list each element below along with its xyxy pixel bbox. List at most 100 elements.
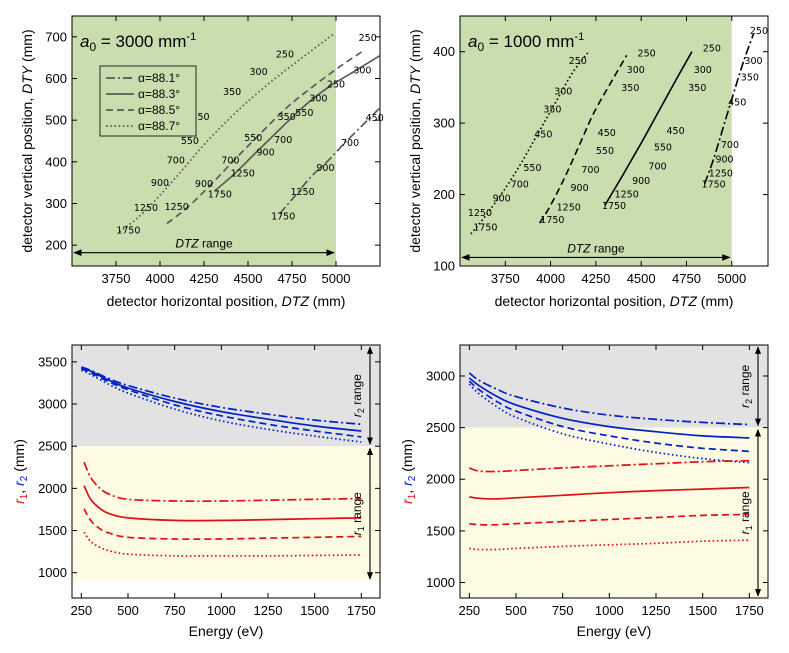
energy-label: 550 xyxy=(523,163,541,174)
r1-range-label: r1 range xyxy=(738,491,754,534)
panel-title: a0 = 1000 mm-1 xyxy=(468,31,584,54)
series-line xyxy=(539,54,628,224)
energy-label: 700 xyxy=(221,156,239,167)
energy-label: 1250 xyxy=(134,203,158,214)
dtz-range-label: DTZ range xyxy=(567,241,625,255)
y-tick-label: 1000 xyxy=(426,575,455,590)
x-tick-label: 3750 xyxy=(491,271,520,286)
energy-label: 1250 xyxy=(231,168,255,179)
series-line xyxy=(468,383,750,464)
energy-label: 300 xyxy=(249,67,267,78)
x-tick-label: 1250 xyxy=(642,603,671,618)
x-tick-label: 1500 xyxy=(300,603,329,618)
energy-label: 900 xyxy=(715,154,733,165)
y-tick-label: 2000 xyxy=(426,472,455,487)
y-axis-label: detector vertical position, DTY (mm) xyxy=(407,29,423,252)
panel-title: a0 = 3000 mm-1 xyxy=(80,31,196,54)
energy-label: 900 xyxy=(571,183,589,194)
energy-label: 1750 xyxy=(602,201,626,212)
y-axis-label: r1, r2 (mm) xyxy=(11,439,30,504)
x-tick-label: 1000 xyxy=(595,603,624,618)
series-line xyxy=(604,51,693,206)
energy-label: 1250 xyxy=(165,202,189,213)
energy-label: 550 xyxy=(596,146,614,157)
series-line xyxy=(166,50,363,225)
energy-label: 1750 xyxy=(208,189,232,200)
energy-label: 350 xyxy=(543,104,561,115)
energy-label: 700 xyxy=(648,162,666,173)
energy-label: 1750 xyxy=(540,215,564,226)
energy-label: 1250 xyxy=(290,187,314,198)
x-tick-label: 4500 xyxy=(627,271,656,286)
energy-label: 1750 xyxy=(702,179,726,190)
energy-label: 700 xyxy=(167,156,185,167)
panel-top-left: 3750 4000 4250 4500 4750 5000 200 300 400 500 600 7… xyxy=(19,15,384,309)
y-tick-label: 1000 xyxy=(38,565,67,580)
y-axis-label: detector vertical position, DTY (mm) xyxy=(19,29,35,252)
energy-label: 300 xyxy=(744,56,762,67)
series-line xyxy=(468,372,750,426)
x-tick-label: 4000 xyxy=(536,271,565,286)
legend-label: α=88.7° xyxy=(138,119,180,133)
energy-label: 250 xyxy=(638,49,656,60)
legend-box xyxy=(99,65,197,137)
series-line xyxy=(703,33,755,185)
series-line xyxy=(469,486,750,500)
energy-label: 900 xyxy=(257,148,275,159)
series-line xyxy=(83,485,362,522)
x-tick-label: 5000 xyxy=(322,271,351,286)
energy-label: 250 xyxy=(327,80,345,91)
energy-label: 350 xyxy=(621,83,639,94)
x-tick-label: 5000 xyxy=(717,271,746,286)
x-tick-label: 4000 xyxy=(146,271,175,286)
energy-label: 550 xyxy=(654,142,672,153)
series-line xyxy=(83,531,362,557)
x-axis-label: Energy (eV) xyxy=(577,623,652,639)
x-tick-label: 4250 xyxy=(581,271,610,286)
energy-label: 350 xyxy=(741,72,759,83)
energy-label: 700 xyxy=(581,165,599,176)
r2-range-label: r2 range xyxy=(350,374,366,417)
energy-label: 900 xyxy=(151,178,169,189)
y-tick-label: 2000 xyxy=(38,481,67,496)
energy-label: 300 xyxy=(309,93,327,104)
y-tick-label: 2500 xyxy=(426,420,455,435)
y-tick-label: 200 xyxy=(433,187,455,202)
y-tick-label: 200 xyxy=(45,238,67,253)
r2-range-band xyxy=(460,345,768,428)
energy-label: 300 xyxy=(694,65,712,76)
x-tick-label: 750 xyxy=(552,603,574,618)
y-tick-label: 3000 xyxy=(38,397,67,412)
energy-label: 450 xyxy=(598,128,616,139)
y-tick-label: 1500 xyxy=(426,523,455,538)
x-tick-label: 4750 xyxy=(278,271,307,286)
energy-label: 350 xyxy=(223,87,241,98)
legend-label: α=88.3° xyxy=(138,87,180,101)
x-tick-label: 250 xyxy=(70,603,92,618)
energy-label: 250 xyxy=(359,33,377,44)
r1-range-band xyxy=(460,427,768,598)
series-group xyxy=(119,32,380,233)
energy-label: 1250 xyxy=(557,202,581,213)
x-tick-label: 4750 xyxy=(672,271,701,286)
y-tick-label: 400 xyxy=(45,154,67,169)
series-line xyxy=(469,513,750,526)
x-tick-label: 750 xyxy=(164,603,186,618)
energy-label: 550 xyxy=(244,133,262,144)
energy-label: 450 xyxy=(728,97,746,108)
series-line xyxy=(83,461,362,503)
panel-bottom-right: 250 500 750 1000 1250 1500 1750 1000 1500 2000 250… xyxy=(399,344,769,639)
energy-label: 250 xyxy=(569,56,587,67)
y-tick-label: 100 xyxy=(433,259,455,274)
energy-label: 450 xyxy=(366,113,384,124)
energy-label: 700 xyxy=(511,179,529,190)
series-line xyxy=(469,539,750,551)
x-axis-label: detector horizontal position, DTZ (mm) xyxy=(107,293,346,309)
x-tick-label: 1250 xyxy=(254,603,283,618)
energy-label: 1250 xyxy=(468,208,492,219)
energy-label: 700 xyxy=(341,138,359,149)
panel-top-right: 3750 4000 4250 4500 4750 5000 100 200 300 400 1750… xyxy=(407,15,769,309)
series-line xyxy=(468,380,750,453)
plot-frame xyxy=(71,15,381,267)
